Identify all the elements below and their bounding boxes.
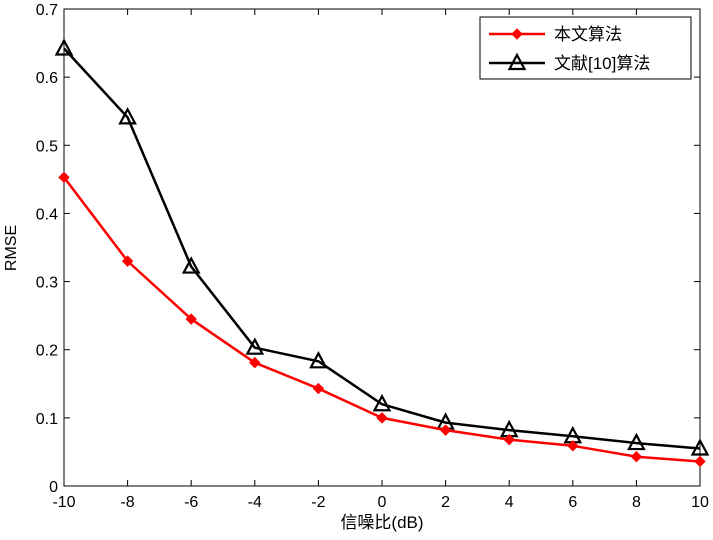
data-point-marker xyxy=(249,356,261,369)
data-point-marker xyxy=(185,313,197,325)
y-axis-label: RMSE xyxy=(3,225,20,271)
legend-marker xyxy=(507,52,527,71)
legend-item: 文献[10]算法 xyxy=(489,52,650,73)
data-point-marker xyxy=(121,255,134,267)
legend-label: 文献[10]算法 xyxy=(554,54,650,73)
series-line xyxy=(63,47,701,450)
data-point-marker xyxy=(503,433,515,446)
x-tick-label: 10 xyxy=(691,494,709,511)
x-tick-label: 4 xyxy=(505,494,514,511)
x-tick-label: -8 xyxy=(120,494,134,511)
data-point-marker xyxy=(312,382,325,395)
data-point-marker xyxy=(118,107,137,125)
legend-item: 本文算法 xyxy=(489,25,622,44)
y-tick-label: 0.3 xyxy=(36,275,58,292)
y-tick-label: 0.5 xyxy=(36,138,58,155)
y-tick-label: 0 xyxy=(49,479,58,496)
series-layer xyxy=(54,38,710,468)
y-tick-label: 0.1 xyxy=(36,411,58,428)
data-point-marker xyxy=(439,424,452,436)
x-tick-label: -6 xyxy=(184,494,198,511)
y-tick-label: 0.7 xyxy=(36,2,58,19)
x-axis-label: 信噪比(dB) xyxy=(340,513,423,532)
data-point-marker xyxy=(630,450,643,463)
data-point-marker xyxy=(372,393,392,412)
x-tick-label: 0 xyxy=(378,494,387,511)
x-tick-label: -4 xyxy=(248,494,262,511)
data-point-marker xyxy=(690,438,710,456)
data-point-marker xyxy=(627,432,646,451)
axis-ticks: -10 -8 -6 -4 -2 0 2 4 6 8 10 0 0.1 0.2 0.3 0.4 0.5 0.6 0.7 xyxy=(36,2,709,511)
data-point-marker xyxy=(181,256,201,274)
data-point-marker xyxy=(54,38,74,56)
series-1 xyxy=(58,171,706,468)
y-tick-label: 0.4 xyxy=(36,206,58,223)
data-point-marker xyxy=(567,440,579,452)
data-point-marker xyxy=(245,337,265,355)
x-tick-label: 6 xyxy=(568,494,577,511)
y-tick-label: 0.2 xyxy=(36,343,58,360)
data-point-marker xyxy=(694,455,706,468)
legend-label: 本文算法 xyxy=(554,25,622,44)
x-tick-label: -2 xyxy=(311,494,325,511)
data-point-marker xyxy=(309,350,328,369)
x-tick-label: 8 xyxy=(632,494,641,511)
plot-frame xyxy=(63,8,701,487)
data-point-marker xyxy=(376,412,388,424)
legend-marker xyxy=(511,28,523,40)
y-tick-label: 0.6 xyxy=(36,70,58,87)
x-tick-label: 2 xyxy=(441,494,450,511)
data-point-marker xyxy=(58,171,70,184)
x-tick-label: -10 xyxy=(52,494,75,511)
